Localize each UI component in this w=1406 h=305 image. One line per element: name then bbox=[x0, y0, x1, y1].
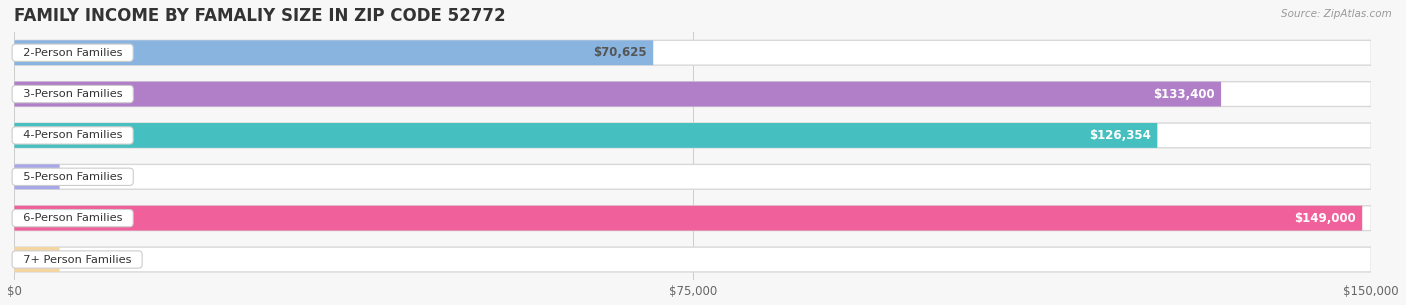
FancyBboxPatch shape bbox=[14, 123, 1371, 148]
FancyBboxPatch shape bbox=[14, 123, 1157, 148]
Text: 3-Person Families: 3-Person Families bbox=[15, 89, 129, 99]
Text: 6-Person Families: 6-Person Families bbox=[15, 213, 129, 223]
Text: 5-Person Families: 5-Person Families bbox=[15, 172, 129, 182]
FancyBboxPatch shape bbox=[14, 247, 59, 272]
Text: $70,625: $70,625 bbox=[593, 46, 647, 59]
Text: 2-Person Families: 2-Person Families bbox=[15, 48, 129, 58]
Text: $133,400: $133,400 bbox=[1153, 88, 1215, 101]
FancyBboxPatch shape bbox=[14, 82, 1220, 106]
Text: 7+ Person Families: 7+ Person Families bbox=[15, 254, 138, 264]
FancyBboxPatch shape bbox=[14, 164, 59, 189]
Text: FAMILY INCOME BY FAMALIY SIZE IN ZIP CODE 52772: FAMILY INCOME BY FAMALIY SIZE IN ZIP COD… bbox=[14, 7, 506, 25]
FancyBboxPatch shape bbox=[14, 164, 1371, 189]
Text: $0: $0 bbox=[70, 170, 87, 183]
FancyBboxPatch shape bbox=[14, 247, 1371, 272]
Text: 4-Person Families: 4-Person Families bbox=[15, 131, 129, 140]
FancyBboxPatch shape bbox=[14, 40, 654, 65]
FancyBboxPatch shape bbox=[14, 206, 1371, 231]
FancyBboxPatch shape bbox=[14, 206, 1362, 231]
Text: Source: ZipAtlas.com: Source: ZipAtlas.com bbox=[1281, 9, 1392, 19]
FancyBboxPatch shape bbox=[14, 82, 1371, 106]
FancyBboxPatch shape bbox=[14, 40, 1371, 65]
Text: $149,000: $149,000 bbox=[1294, 212, 1355, 225]
Text: $0: $0 bbox=[70, 253, 87, 266]
Text: $126,354: $126,354 bbox=[1088, 129, 1150, 142]
